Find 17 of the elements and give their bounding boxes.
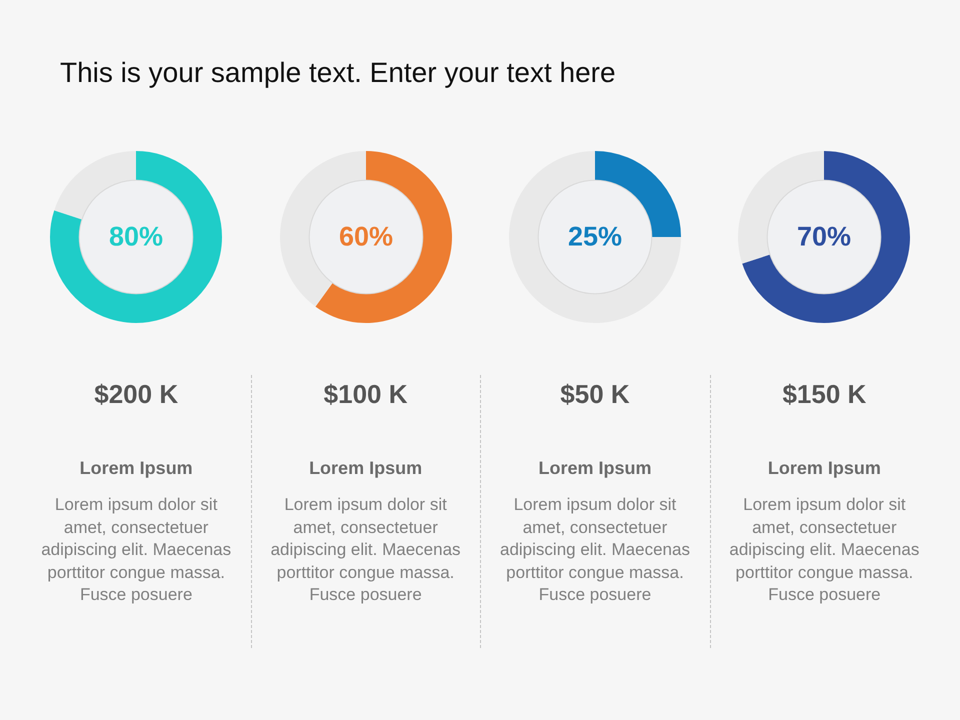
data-label: 25% <box>568 221 622 252</box>
text: Lorem ipsum dolor sit amet, consectetuer adipiscing elit. Maecenas porttitor congue massa. Fusce posuere <box>270 494 462 606</box>
text: Lorem ipsum dolor sit amet, consectetuer adipiscing elit. Maecenas porttitor congue massa. Fusce posuere <box>728 494 920 606</box>
text: $50 K <box>559 379 631 409</box>
text: $150 K <box>781 379 868 409</box>
text: $100 K <box>322 379 408 409</box>
text: Lorem ipsum dolor sit amet, consectetuer adipiscing elit. Maecenas porttitor congue massa. Fusce posuere <box>40 494 232 606</box>
text: Lorem Ipsum <box>766 457 882 479</box>
text: Lorem Ipsum <box>537 457 652 479</box>
text: Lorem Ipsum <box>78 457 194 479</box>
text: Lorem ipsum dolor sit amet, consectetuer adipiscing elit. Maecenas porttitor congue massa. Fusce posuere <box>499 494 691 606</box>
data-label: 80% <box>109 221 164 252</box>
data-label: 70% <box>797 221 852 252</box>
text: $200 K <box>93 379 180 409</box>
data-label: 60% <box>338 221 393 252</box>
text: This is your sample text. Enter your text here <box>60 56 616 90</box>
text: Lorem Ipsum <box>308 457 424 479</box>
